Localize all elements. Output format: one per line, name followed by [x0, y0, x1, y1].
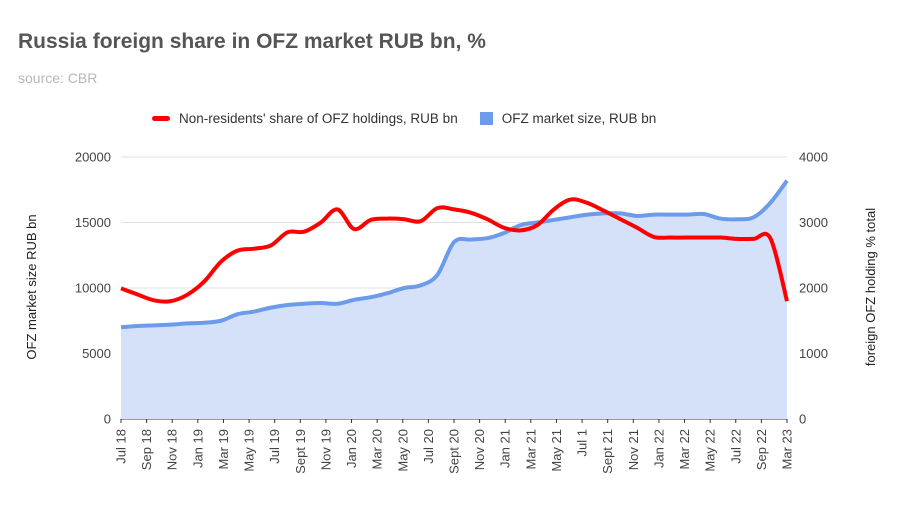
legend-item-share: Non-residents' share of OFZ holdings, RU…	[152, 111, 458, 126]
legend-swatch-market	[479, 112, 493, 125]
x-tick-label: Nov 21	[626, 429, 641, 470]
x-tick-label: Sep 22	[754, 429, 769, 470]
market-size-area	[121, 180, 787, 419]
legend-item-market: OFZ market size, RUB bn	[458, 111, 657, 126]
legend-label-market: OFZ market size, RUB bn	[501, 111, 657, 126]
y-tick-left: 5000	[82, 346, 111, 361]
x-tick-label: Jul 22	[728, 429, 743, 464]
x-tick-label: Nov 18	[165, 429, 180, 470]
x-tick-label: Nov 20	[472, 429, 487, 470]
x-tick-label: Jul 1	[575, 429, 590, 456]
x-tick-label: Mar 19	[216, 429, 231, 469]
y-axis-right-title: foreign OFZ holding % total	[863, 208, 878, 366]
y-tick-right: 4000	[799, 150, 828, 165]
x-tick-label: Jul 20	[421, 429, 436, 464]
y-tick-right: 3000	[799, 215, 828, 230]
legend-label-share: Non-residents' share of OFZ holdings, RU…	[179, 111, 458, 126]
axis-ticks: 0 0 5000 1000 10000 2000 15000 3000 20000 4000 Jul…	[75, 150, 828, 474]
legend-swatch-share	[152, 116, 170, 121]
x-tick-label: Jul 19	[267, 429, 282, 464]
x-tick-label: Sept 20	[447, 429, 462, 474]
y-tick-left: 15000	[75, 215, 111, 230]
y-tick-left: 0	[104, 412, 111, 427]
y-tick-left: 20000	[75, 150, 111, 165]
market-size-line	[120, 179, 789, 330]
x-tick-label: Jan 20	[344, 429, 359, 468]
y-tick-right: 0	[799, 412, 806, 427]
x-tick-label: Jan 21	[498, 429, 513, 468]
x-tick-label: Nov 19	[318, 429, 333, 470]
x-tick-label: May 20	[395, 429, 410, 472]
y-tick-right: 2000	[799, 281, 828, 296]
x-tick-label: Mar 23	[780, 429, 795, 469]
x-tick-label: Mar 22	[677, 429, 692, 469]
y-tick-right: 1000	[799, 346, 828, 361]
chart-subtitle: source: CBR	[18, 70, 98, 86]
x-tick-label: Mar 21	[523, 429, 538, 469]
x-tick-label: Mar 20	[370, 429, 385, 469]
y-axis-left-title: OFZ market size RUB bn	[24, 214, 39, 359]
x-tick-label: Sep 18	[139, 429, 154, 470]
chart-title: Russia foreign share in OFZ market RUB b…	[18, 30, 486, 53]
x-tick-label: Jan 19	[190, 429, 205, 468]
x-tick-label: Sept 21	[600, 429, 615, 474]
y-tick-left: 10000	[75, 281, 111, 296]
legend: Non-residents' share of OFZ holdings, RU…	[152, 111, 656, 126]
x-tick-label: Sept 19	[293, 429, 308, 474]
x-tick-label: May 21	[549, 429, 564, 472]
foreign-share-line	[120, 197, 789, 304]
x-tick-label: May 19	[242, 429, 257, 472]
x-tick-label: Jan 22	[651, 429, 666, 468]
x-tick-label: May 22	[703, 429, 718, 472]
x-tick-label: Jul 18	[114, 429, 129, 464]
